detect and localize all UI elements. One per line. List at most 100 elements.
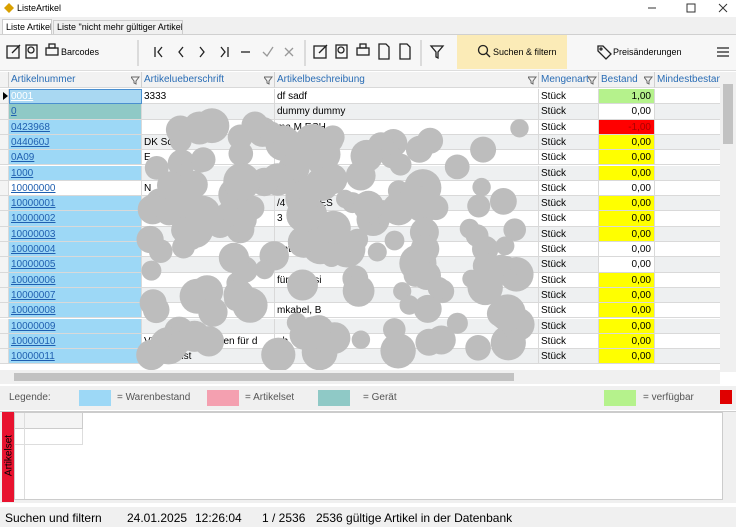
column-header[interactable]: Bestand bbox=[599, 72, 655, 88]
status-date: 24.01.2025 bbox=[127, 511, 188, 525]
cell-ueberschrift: E bbox=[142, 150, 275, 166]
cell-min bbox=[655, 287, 720, 304]
row-indicator bbox=[0, 318, 9, 334]
cell-beschreibung: df sadf bbox=[275, 89, 539, 105]
cell-mengenart: Stück bbox=[539, 119, 599, 135]
column-header[interactable]: Mengenart bbox=[539, 72, 599, 88]
cell-nummer[interactable]: 10000010 bbox=[9, 333, 142, 350]
current-row-marker bbox=[3, 92, 8, 100]
barcodes-button[interactable]: Barcodes bbox=[61, 47, 100, 57]
cell-beschreibung bbox=[275, 257, 539, 273]
cell-min bbox=[655, 257, 720, 273]
cell-nummer[interactable]: 10000000 bbox=[9, 180, 142, 197]
cell-beschreibung: /4" PROFES bbox=[275, 196, 539, 212]
cell-bestand: 0,00 bbox=[599, 242, 655, 258]
data-grid: Artikelnummer Artikelueberschrift Artikelb… bbox=[0, 72, 720, 364]
cell-nummer[interactable]: 0423968 bbox=[9, 119, 142, 135]
status-mode: Suchen und filtern bbox=[5, 511, 102, 525]
cell-nummer[interactable]: 0A09 bbox=[9, 150, 142, 166]
cell-min bbox=[655, 303, 720, 319]
cell-mengenart: Stück bbox=[539, 134, 599, 151]
search-button[interactable]: Suchen & filtern bbox=[493, 47, 557, 57]
h-scrollbar[interactable] bbox=[0, 370, 720, 384]
column-header[interactable]: Artikelbeschreibung bbox=[275, 72, 539, 88]
cell-min bbox=[655, 180, 720, 197]
cell-mengenart: Stück bbox=[539, 165, 599, 181]
row-indicator bbox=[0, 150, 9, 166]
status-position: 1 / 2536 bbox=[262, 511, 306, 525]
cell-mengenart: Stück bbox=[539, 242, 599, 258]
row-indicator bbox=[0, 226, 9, 242]
cell-nummer[interactable]: 10000005 bbox=[9, 257, 142, 273]
cell-beschreibung: dummy dummy bbox=[275, 104, 539, 120]
cell-mengenart: Stück bbox=[539, 89, 599, 105]
cell-nummer[interactable]: 10000004 bbox=[9, 242, 142, 258]
row-indicator bbox=[0, 196, 9, 212]
filter-icon[interactable] bbox=[131, 76, 140, 85]
window-controls[interactable] bbox=[640, 0, 736, 17]
cell-mengenart: Stück bbox=[539, 287, 599, 304]
cell-mengenart: Stück bbox=[539, 303, 599, 319]
row-indicator bbox=[0, 104, 9, 120]
cell-mengenart: Stück bbox=[539, 211, 599, 227]
cell-beschreibung: eb bbox=[275, 333, 539, 350]
price-button[interactable]: Preisänderungen bbox=[613, 47, 682, 57]
cell-bestand: 0,00 bbox=[599, 303, 655, 319]
legend-label: = verfügbar bbox=[643, 392, 694, 403]
cell-min bbox=[655, 242, 720, 258]
cell-mengenart: Stück bbox=[539, 333, 599, 350]
cell-nummer[interactable]: 10000006 bbox=[9, 272, 142, 288]
cell-beschreibung: entiert bbox=[275, 242, 539, 258]
cell-ueberschrift: Bundhose für T bbox=[142, 211, 275, 227]
cell-mengenart: Stück bbox=[539, 226, 599, 242]
tab[interactable]: Liste "nicht mehr gültiger Artikel" bbox=[53, 20, 183, 34]
column-header[interactable]: Artikelnummer bbox=[9, 72, 142, 88]
cell-ueberschrift: 60 L Kunst bbox=[142, 349, 275, 364]
legend-title: Legende: bbox=[9, 392, 51, 403]
filter-icon[interactable] bbox=[588, 76, 597, 85]
filter-icon[interactable] bbox=[528, 76, 537, 85]
cell-nummer[interactable]: 0 bbox=[9, 104, 142, 120]
tab[interactable]: Liste Artikel bbox=[2, 19, 52, 34]
cell-nummer[interactable]: 1000 bbox=[9, 165, 142, 181]
cell-nummer[interactable]: 10000007 bbox=[9, 287, 142, 304]
artikelset-panel: Artikelset bbox=[0, 411, 736, 503]
filter-icon[interactable] bbox=[264, 76, 273, 85]
cell-nummer[interactable]: 10000009 bbox=[9, 318, 142, 334]
cell-beschreibung bbox=[275, 150, 539, 166]
cell-beschreibung: 3 bbox=[275, 211, 539, 227]
cell-bestand: 0,00 bbox=[599, 318, 655, 334]
cell-nummer[interactable]: 10000002 bbox=[9, 211, 142, 227]
cell-min bbox=[655, 196, 720, 212]
cell-ueberschrift: DK Schr bbox=[142, 134, 275, 151]
cell-nummer[interactable]: 10000008 bbox=[9, 303, 142, 319]
cell-beschreibung bbox=[275, 226, 539, 242]
cell-nummer[interactable]: 0001 bbox=[9, 89, 142, 105]
cell-nummer[interactable]: 10000011 bbox=[9, 349, 142, 364]
cell-min bbox=[655, 349, 720, 364]
cell-mengenart: Stück bbox=[539, 349, 599, 364]
cell-ueberschrift: VDE-Bestimmungen für d bbox=[142, 333, 275, 350]
cell-bestand: 0,00 bbox=[599, 257, 655, 273]
column-header[interactable]: Mindestbestan bbox=[655, 72, 720, 88]
filter-icon[interactable] bbox=[644, 76, 653, 85]
panel-strip: Artikelset bbox=[2, 412, 14, 502]
row-indicator bbox=[0, 257, 9, 273]
legend-label: = Artikelset bbox=[245, 392, 295, 403]
cell-ueberschrift bbox=[142, 287, 275, 304]
legend-swatch bbox=[318, 390, 350, 406]
panel-label: Artikelset bbox=[3, 434, 15, 477]
cell-nummer[interactable]: 044060J bbox=[9, 134, 142, 151]
column-header[interactable]: Artikelueberschrift bbox=[142, 72, 275, 88]
tab-strip: Liste Artikel Liste "nicht mehr gültiger… bbox=[0, 17, 736, 35]
cell-min bbox=[655, 226, 720, 242]
cell-nummer[interactable]: 10000001 bbox=[9, 196, 142, 212]
legend-swatch bbox=[207, 390, 239, 406]
cell-nummer[interactable]: 10000003 bbox=[9, 226, 142, 242]
cell-bestand: 0,00 bbox=[599, 287, 655, 304]
cell-beschreibung: mkabel, B bbox=[275, 303, 539, 319]
cell-bestand: 0,00 bbox=[599, 104, 655, 120]
v-scrollbar[interactable] bbox=[720, 72, 736, 372]
cell-min bbox=[655, 134, 720, 151]
